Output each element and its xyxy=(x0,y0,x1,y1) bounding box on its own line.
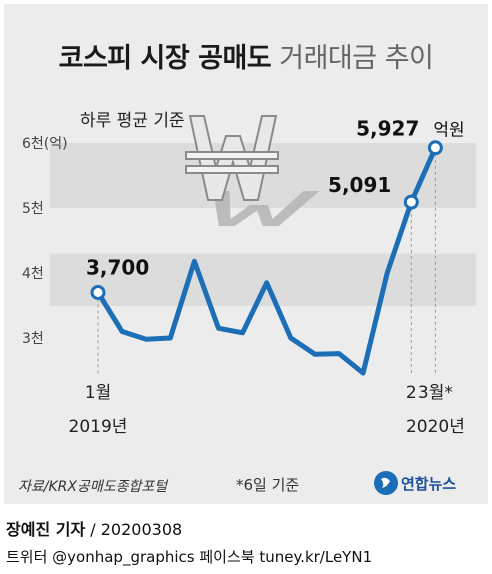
data-point-marker xyxy=(90,285,106,300)
data-value-label: 5,091 xyxy=(328,173,391,197)
y-tick-label: 4천 xyxy=(22,266,44,282)
chart-title: 코스피 시장 공매도 거래대금 추이 xyxy=(0,36,492,75)
unit-label: 억원 xyxy=(433,121,464,141)
data-value-label: 5,927 xyxy=(356,117,419,141)
reporter-name: 장예진 기자 xyxy=(6,520,86,539)
byline-date: / 20200308 xyxy=(90,520,183,539)
data-value-label: 3,700 xyxy=(86,256,149,280)
yonhap-logo: 연합뉴스 xyxy=(374,470,456,496)
won-sign-illustration xyxy=(185,115,320,227)
x-tick-label: 1월 xyxy=(85,383,111,403)
x-year-label: 2019년 xyxy=(69,417,128,437)
y-tick-label: 5천 xyxy=(22,201,44,217)
grid-band xyxy=(50,253,476,273)
data-point-marker xyxy=(403,194,419,210)
series-line xyxy=(95,145,438,376)
social-handles: 트위터 @yonhap_graphics 페이스북 tuney.kr/LeYN1 xyxy=(6,548,373,566)
y-tick-label: 6천(억) xyxy=(22,136,68,152)
chart-title-bold: 코스피 시장 공매도 xyxy=(58,43,272,74)
data-point-marker xyxy=(427,140,443,156)
x-year-label: 2020년 xyxy=(406,417,465,437)
source-note: 자료/KRX공매도종합포털 xyxy=(18,479,168,495)
y-tick-label: 3천 xyxy=(22,331,44,347)
chart-title-light: 거래대금 추이 xyxy=(279,43,434,74)
x-tick-label: 2 xyxy=(406,383,417,403)
yonhap-logo-icon xyxy=(374,471,398,495)
chart-subtitle: 하루 평균 기준 xyxy=(80,111,185,131)
x-tick-label: 3월* xyxy=(418,383,453,403)
byline: 장예진 기자 / 20200308 xyxy=(6,516,182,540)
date-note: *6일 기준 xyxy=(236,476,300,494)
yonhap-logo-text: 연합뉴스 xyxy=(401,474,457,493)
